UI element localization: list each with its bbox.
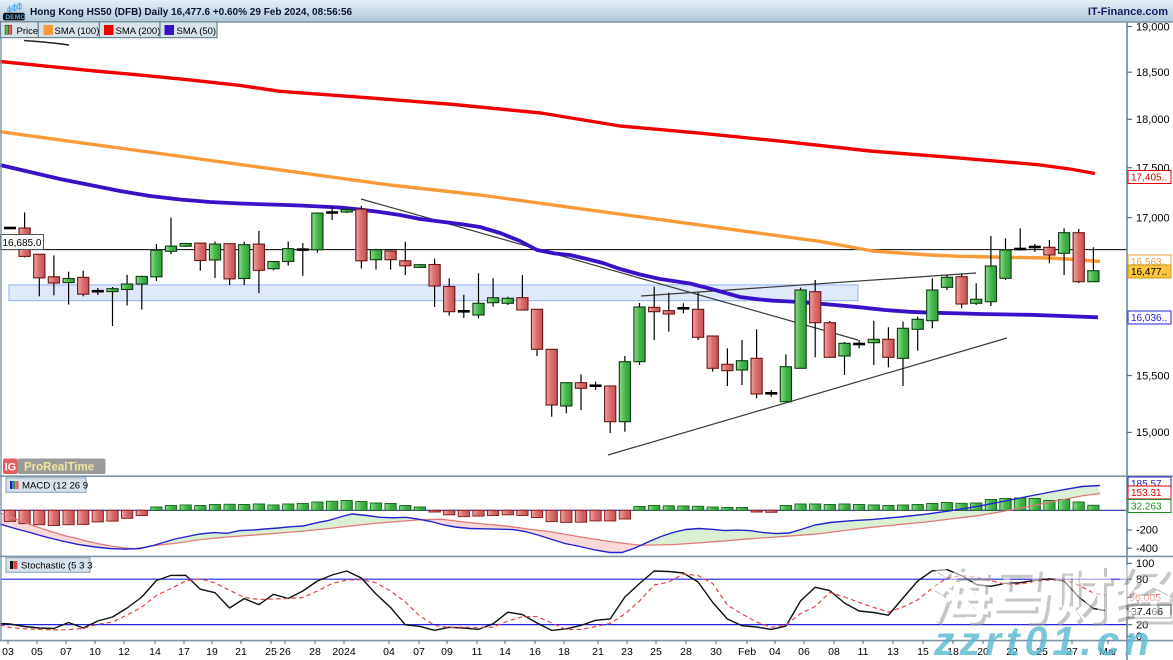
svg-text:10: 10 <box>89 646 101 658</box>
svg-text:11: 11 <box>858 646 869 658</box>
svg-text:22: 22 <box>1006 646 1018 658</box>
svg-text:23: 23 <box>621 646 633 658</box>
svg-text:14: 14 <box>149 646 161 658</box>
svg-text:2024: 2024 <box>332 646 356 658</box>
svg-text:16,477..: 16,477.. <box>1131 267 1167 278</box>
svg-text:07: 07 <box>413 646 425 658</box>
svg-text:16,685.0: 16,685.0 <box>3 238 42 249</box>
svg-text:21: 21 <box>235 646 247 658</box>
svg-text:0: 0 <box>1136 631 1142 643</box>
svg-text:09: 09 <box>441 646 453 658</box>
svg-text:185.57: 185.57 <box>1131 479 1162 490</box>
svg-text:18: 18 <box>558 646 570 658</box>
svg-text:DEMO: DEMO <box>5 14 26 21</box>
svg-text:ProRealTime: ProRealTime <box>24 462 94 474</box>
svg-text:Price: Price <box>17 26 39 37</box>
svg-text:05: 05 <box>31 646 43 658</box>
svg-text:-200: -200 <box>1136 525 1158 537</box>
svg-text:18: 18 <box>947 646 959 658</box>
svg-text:SMA (200): SMA (200) <box>116 26 161 37</box>
svg-text:MACD (12 26 9: MACD (12 26 9 <box>22 481 88 492</box>
svg-text:17,000: 17,000 <box>1136 212 1170 224</box>
svg-text:26: 26 <box>279 646 291 658</box>
svg-text:18,500: 18,500 <box>1136 67 1170 79</box>
svg-text:25: 25 <box>1036 646 1048 658</box>
svg-text:18,000: 18,000 <box>1136 114 1170 126</box>
svg-text:Hong Kong HS50 (DFB) Daily 16,: Hong Kong HS50 (DFB) Daily 16,477.6 +0.6… <box>30 7 353 18</box>
svg-text:03: 03 <box>2 646 14 658</box>
svg-text:30: 30 <box>710 646 722 658</box>
svg-text:21: 21 <box>592 646 604 658</box>
svg-text:28: 28 <box>680 646 692 658</box>
svg-text:20: 20 <box>1136 619 1148 631</box>
svg-text:100: 100 <box>1136 558 1154 570</box>
svg-text:17,405..: 17,405.. <box>1131 173 1167 184</box>
svg-text:Mar: Mar <box>1099 646 1118 658</box>
svg-text:Stochastic (5 3 3: Stochastic (5 3 3 <box>21 561 92 572</box>
svg-text:56.005: 56.005 <box>1129 592 1161 604</box>
svg-text:17: 17 <box>178 646 190 658</box>
svg-text:12: 12 <box>118 646 130 658</box>
svg-text:14: 14 <box>499 646 511 658</box>
svg-text:15: 15 <box>917 646 929 658</box>
svg-text:海马财经: 海马财经 <box>933 565 1173 633</box>
svg-text:28: 28 <box>309 646 321 658</box>
svg-text:IG: IG <box>5 462 17 474</box>
svg-text:27: 27 <box>1066 646 1078 658</box>
svg-text:25: 25 <box>650 646 662 658</box>
svg-text:13: 13 <box>887 646 899 658</box>
svg-text:15,000: 15,000 <box>1136 427 1170 439</box>
svg-text:07: 07 <box>60 646 72 658</box>
svg-text:19: 19 <box>206 646 218 658</box>
svg-text:37.466: 37.466 <box>1131 606 1163 618</box>
svg-text:SMA (100): SMA (100) <box>55 26 100 37</box>
svg-text:zzrt01.cn: zzrt01.cn <box>933 618 1154 660</box>
svg-text:04: 04 <box>769 646 781 658</box>
svg-text:11: 11 <box>472 646 483 658</box>
svg-text:16: 16 <box>529 646 541 658</box>
svg-text:15,500: 15,500 <box>1136 370 1170 382</box>
svg-text:-400: -400 <box>1136 543 1158 555</box>
svg-text:海马财经: 海马财经 <box>930 562 1173 630</box>
svg-text:Feb: Feb <box>738 646 756 658</box>
svg-text:SMA (50): SMA (50) <box>177 26 217 37</box>
svg-text:19,000: 19,000 <box>1136 21 1170 33</box>
svg-text:25: 25 <box>265 646 277 658</box>
svg-text:20: 20 <box>977 646 989 658</box>
svg-text:16,036..: 16,036.. <box>1131 313 1167 324</box>
svg-text:06: 06 <box>798 646 810 658</box>
svg-text:04: 04 <box>383 646 395 658</box>
svg-text:08: 08 <box>828 646 840 658</box>
svg-text:32.263: 32.263 <box>1131 502 1162 513</box>
svg-text:16,563..: 16,563.. <box>1131 257 1167 268</box>
svg-text:IT-Finance.com: IT-Finance.com <box>1088 6 1168 18</box>
svg-text:153.31: 153.31 <box>1131 488 1162 499</box>
svg-text:80: 80 <box>1136 574 1148 586</box>
